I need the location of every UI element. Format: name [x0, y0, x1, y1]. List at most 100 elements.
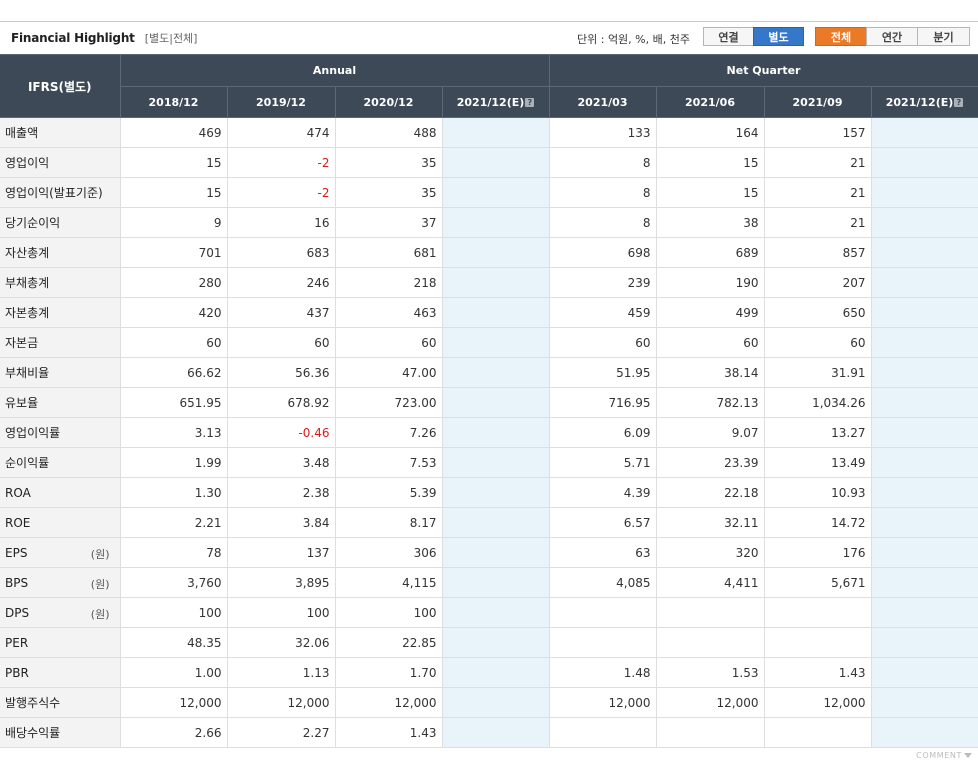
value-cell: 12,000	[226, 687, 336, 718]
value-cell: 207	[763, 267, 872, 298]
section-header: Financial Highlight [별도|전체] 단위 : 억원, %, …	[0, 22, 978, 54]
estimate-cell	[870, 717, 978, 748]
row-label-cell: 부채비율	[0, 357, 121, 388]
quarter-col-header: 2021/03	[548, 86, 657, 118]
estimate-cell	[870, 477, 978, 508]
quarterly-button[interactable]: 분기	[917, 27, 970, 46]
value-cell: 4.39	[548, 477, 657, 508]
value-cell: 8	[548, 177, 657, 208]
row-label: 부채총계	[5, 276, 50, 290]
value-cell: 60	[119, 327, 228, 358]
value-cell: 137	[226, 537, 336, 568]
row-label-cell: 배당수익률	[0, 717, 121, 748]
value-cell: 37	[334, 207, 443, 238]
value-cell: 2.38	[226, 477, 336, 508]
table-row: 자본금 60 60 60 60 60 60	[0, 327, 978, 358]
row-label: 부채비율	[5, 366, 50, 380]
estimate-cell	[870, 267, 978, 298]
value-cell: -2	[226, 177, 336, 208]
value-cell: 15	[655, 177, 765, 208]
quarter-col-header: 2021/06	[655, 86, 765, 118]
value-cell: 22.85	[334, 627, 443, 658]
value-cell: 1.48	[548, 657, 657, 688]
unit-note: 단위 : 억원, %, 배, 천주	[577, 33, 690, 46]
period-toggle: 전체 연간 분기	[815, 27, 970, 46]
value-cell: 35	[334, 147, 443, 178]
value-cell: 8	[548, 147, 657, 178]
value-cell	[655, 597, 765, 628]
value-cell: 306	[334, 537, 443, 568]
estimate-cell	[870, 567, 978, 598]
row-label: 영업이익률	[5, 426, 61, 440]
value-cell: 698	[548, 237, 657, 268]
value-cell: 678.92	[226, 387, 336, 418]
estimate-cell	[870, 237, 978, 268]
value-cell	[655, 717, 765, 748]
estimate-cell	[441, 147, 550, 178]
value-cell: 1.13	[226, 657, 336, 688]
value-cell: 100	[119, 597, 228, 628]
consolidated-button[interactable]: 연결	[703, 27, 754, 46]
all-period-button[interactable]: 전체	[815, 27, 867, 46]
row-label-cell: ROA	[0, 477, 121, 508]
help-icon[interactable]: ?	[525, 97, 535, 107]
value-cell: 437	[226, 297, 336, 328]
row-label-cell: EPS (원)	[0, 537, 121, 568]
value-cell: 60	[226, 327, 336, 358]
value-cell: 100	[226, 597, 336, 628]
help-icon[interactable]: ?	[954, 97, 964, 107]
estimate-cell	[441, 117, 550, 148]
value-cell: 4,115	[334, 567, 443, 598]
table-row: 자본총계 420 437 463 459 499 650	[0, 297, 978, 328]
value-cell: 133	[548, 117, 657, 148]
estimate-cell	[441, 357, 550, 388]
row-label: 자본총계	[5, 306, 50, 320]
table-row: 당기순이익 9 16 37 8 38 21	[0, 207, 978, 238]
estimate-cell	[441, 627, 550, 658]
value-cell: 1.00	[119, 657, 228, 688]
row-label: 발행주식수	[5, 696, 61, 710]
value-cell	[763, 717, 872, 748]
table-row: 유보율 651.95 678.92 723.00 716.95 782.13 1,034.2…	[0, 387, 978, 418]
estimate-cell	[441, 237, 550, 268]
table-row: 영업이익 15 -2 35 8 15 21	[0, 147, 978, 178]
row-label: EPS	[5, 545, 28, 560]
value-cell: 3,760	[119, 567, 228, 598]
value-cell: 51.95	[548, 357, 657, 388]
table-row: 영업이익(발표기준) 15 -2 35 8 15 21	[0, 177, 978, 208]
value-cell: 157	[763, 117, 872, 148]
value-cell: 469	[119, 117, 228, 148]
estimate-cell	[870, 537, 978, 568]
table-row: PBR 1.00 1.13 1.70 1.48 1.53 1.43	[0, 657, 978, 688]
value-cell: 1.53	[655, 657, 765, 688]
table-row: DPS (원) 100 100 100	[0, 597, 978, 628]
value-cell: 32.06	[226, 627, 336, 658]
annual-button[interactable]: 연간	[866, 27, 918, 46]
value-cell: 9.07	[655, 417, 765, 448]
row-unit: (원)	[90, 608, 110, 621]
value-cell: 7.53	[334, 447, 443, 478]
value-cell: 2.27	[226, 717, 336, 748]
row-label: PBR	[5, 665, 29, 680]
row-label: 영업이익(발표기준)	[5, 186, 103, 200]
row-label-cell: 순이익률	[0, 447, 121, 478]
value-cell: 3.84	[226, 507, 336, 538]
value-cell: 689	[655, 237, 765, 268]
estimate-cell	[441, 717, 550, 748]
value-cell: 12,000	[655, 687, 765, 718]
table-row: EPS (원) 78 137 306 63 320 176	[0, 537, 978, 568]
table-row: 부채비율 66.62 56.36 47.00 51.95 38.14 31.91	[0, 357, 978, 388]
value-cell: 246	[226, 267, 336, 298]
table-row: 발행주식수 12,000 12,000 12,000 12,000 12,000 12,00…	[0, 687, 978, 718]
value-cell	[548, 717, 657, 748]
value-cell: 650	[763, 297, 872, 328]
comment-toggle[interactable]: COMMENT	[916, 751, 972, 760]
value-cell: 701	[119, 237, 228, 268]
consolidation-toggle: 연결 별도	[703, 27, 804, 46]
row-label: 당기순이익	[5, 216, 61, 230]
row-label: DPS	[5, 605, 30, 620]
row-unit: (원)	[90, 578, 110, 591]
table-row: 배당수익률 2.66 2.27 1.43	[0, 717, 978, 748]
separate-button[interactable]: 별도	[753, 27, 804, 46]
value-cell: 716.95	[548, 387, 657, 418]
